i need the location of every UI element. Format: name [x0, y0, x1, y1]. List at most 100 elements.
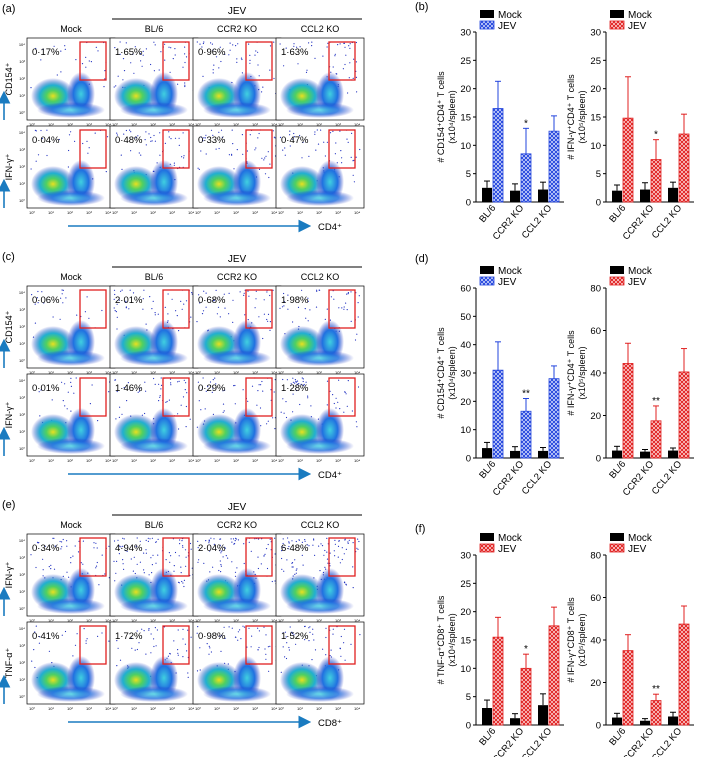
x-tick-label: 10⁰ [278, 706, 284, 711]
event-dot [188, 677, 189, 678]
bar-mock [538, 190, 548, 202]
event-dot [220, 564, 221, 565]
legend-label-mock: Mock [498, 266, 523, 277]
event-dot [164, 60, 165, 61]
event-dot [60, 548, 61, 549]
event-dot [275, 553, 276, 554]
event-dot [259, 75, 260, 76]
flow-plot: 0·34%10⁴10³10²10¹10⁰10⁰10¹10²10³10⁴ [19, 534, 115, 623]
event-dot [268, 646, 269, 647]
event-dot [337, 402, 338, 403]
event-dot [320, 130, 321, 131]
population-baseline [37, 686, 105, 702]
event-dot [335, 544, 336, 545]
event-dot [274, 428, 275, 429]
event-dot [96, 47, 97, 48]
event-dot [353, 78, 354, 79]
event-dot [343, 642, 344, 643]
event-dot [182, 638, 183, 639]
event-dot [182, 309, 183, 310]
y-tick-label: 0 [466, 721, 471, 732]
event-dot [224, 410, 225, 411]
x-tick-label: 10⁰ [195, 210, 201, 215]
y-tick-label: 60 [590, 326, 601, 337]
event-dot [344, 306, 345, 307]
event-dot [184, 62, 185, 63]
flow-plot: 6·48%10⁰10¹10²10³10⁴ [276, 534, 364, 623]
significance-marker: ** [652, 684, 660, 695]
population-baseline [286, 438, 354, 454]
event-dot [213, 72, 214, 73]
significance-marker: ** [522, 389, 530, 400]
event-dot [152, 140, 153, 141]
bar-mock [538, 451, 548, 458]
event-dot [349, 48, 350, 49]
event-dot [231, 154, 232, 155]
event-dot [130, 150, 131, 151]
event-dot [182, 582, 183, 583]
event-dot [254, 55, 255, 56]
event-dot [121, 169, 122, 170]
event-dot [240, 638, 241, 639]
event-dot [143, 298, 144, 299]
event-dot [101, 310, 102, 311]
y-tick-label: 15 [590, 113, 601, 124]
event-dot [293, 43, 294, 44]
event-dot [358, 302, 359, 303]
event-dot [49, 566, 50, 567]
event-dot [297, 63, 298, 64]
event-dot [186, 426, 187, 427]
event-dot [338, 541, 339, 542]
event-dot [301, 157, 302, 158]
event-dot [230, 43, 231, 44]
event-dot [187, 672, 188, 673]
y-tick-label: 10² [19, 324, 25, 329]
flow-plot: 0·29%10⁰10¹10²10³10⁴ [193, 374, 281, 463]
event-dot [232, 300, 233, 301]
event-dot [33, 649, 34, 650]
event-dot [342, 547, 343, 548]
event-dot [237, 640, 238, 641]
x-tick-label: 10³ [335, 210, 341, 215]
event-dot [174, 565, 175, 566]
event-dot [341, 157, 342, 158]
event-dot [282, 379, 283, 380]
event-dot [356, 334, 357, 335]
y-tick-label: 20 [460, 84, 471, 95]
event-dot [35, 323, 36, 324]
event-dot [338, 307, 339, 308]
event-dot [39, 643, 40, 644]
x-tick-label: 10⁴ [105, 210, 111, 215]
y-axis-label: # TNF-α⁺CD8⁺ T cells [436, 595, 446, 684]
event-dot [205, 408, 206, 409]
event-dot [308, 320, 309, 321]
event-dot [333, 299, 334, 300]
y-tick-label: 20 [460, 607, 471, 618]
event-dot [185, 644, 186, 645]
y-tick-label: 10² [19, 412, 25, 417]
legend-swatch-jev [610, 277, 624, 285]
event-dot [351, 321, 352, 322]
event-dot [340, 562, 341, 563]
event-dot [223, 404, 224, 405]
event-dot [60, 298, 61, 299]
event-dot [152, 555, 153, 556]
event-dot [68, 166, 69, 167]
event-dot [82, 63, 83, 64]
event-dot [133, 73, 134, 74]
population-baseline [286, 686, 354, 702]
event-dot [284, 147, 285, 148]
event-dot [130, 62, 131, 63]
event-dot [296, 570, 297, 571]
event-dot [348, 380, 349, 381]
event-dot [244, 293, 245, 294]
event-dot [185, 549, 186, 550]
x-tick-label: 10³ [86, 210, 92, 215]
event-dot [304, 626, 305, 627]
event-dot [97, 50, 98, 51]
event-dot [64, 45, 65, 46]
event-dot [347, 92, 348, 93]
event-dot [115, 310, 116, 311]
event-dot [334, 55, 335, 56]
jev-label: JEV [228, 502, 247, 513]
